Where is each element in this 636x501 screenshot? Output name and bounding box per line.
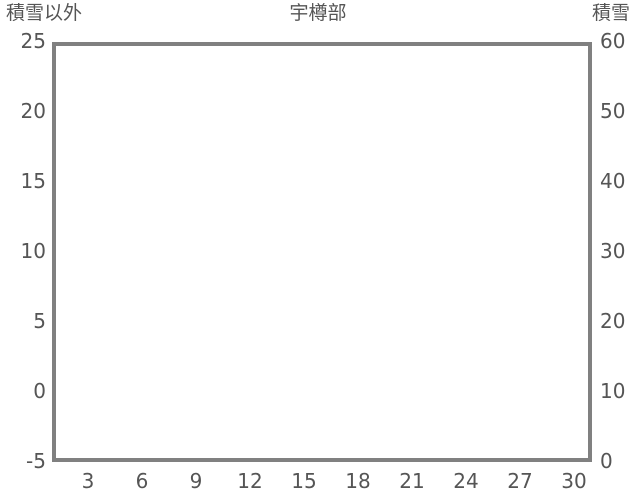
y-tick-left: 25 [20, 29, 46, 53]
y-tick-right: 40 [600, 169, 626, 193]
x-tick: 15 [291, 469, 317, 493]
y-tick-right: 20 [600, 309, 626, 333]
plot-area [52, 42, 592, 462]
y-tick-left: 20 [20, 99, 46, 123]
x-tick: 27 [507, 469, 533, 493]
y-tick-left: 15 [20, 169, 46, 193]
x-tick: 21 [399, 469, 425, 493]
chart-title: 宇樽部 [289, 2, 347, 24]
y-tick-left: -5 [26, 449, 46, 473]
y-tick-right: 10 [600, 379, 626, 403]
x-tick: 18 [345, 469, 371, 493]
y-tick-left: 5 [33, 309, 46, 333]
left-axis-header: 積雪以外 [6, 2, 83, 24]
y-tick-right: 60 [600, 29, 626, 53]
x-tick: 30 [561, 469, 587, 493]
x-tick: 12 [237, 469, 263, 493]
right-axis-header: 積雪 [591, 2, 630, 24]
y-tick-left: 0 [33, 379, 46, 403]
y-tick-right: 30 [600, 239, 626, 263]
plot-frame [52, 42, 592, 462]
y-tick-right: 0 [600, 449, 613, 473]
x-tick: 9 [189, 469, 203, 493]
y-tick-right: 50 [600, 99, 626, 123]
x-tick: 3 [81, 469, 95, 493]
y-tick-left: 10 [20, 239, 46, 263]
x-tick: 6 [135, 469, 149, 493]
x-tick: 24 [453, 469, 479, 493]
